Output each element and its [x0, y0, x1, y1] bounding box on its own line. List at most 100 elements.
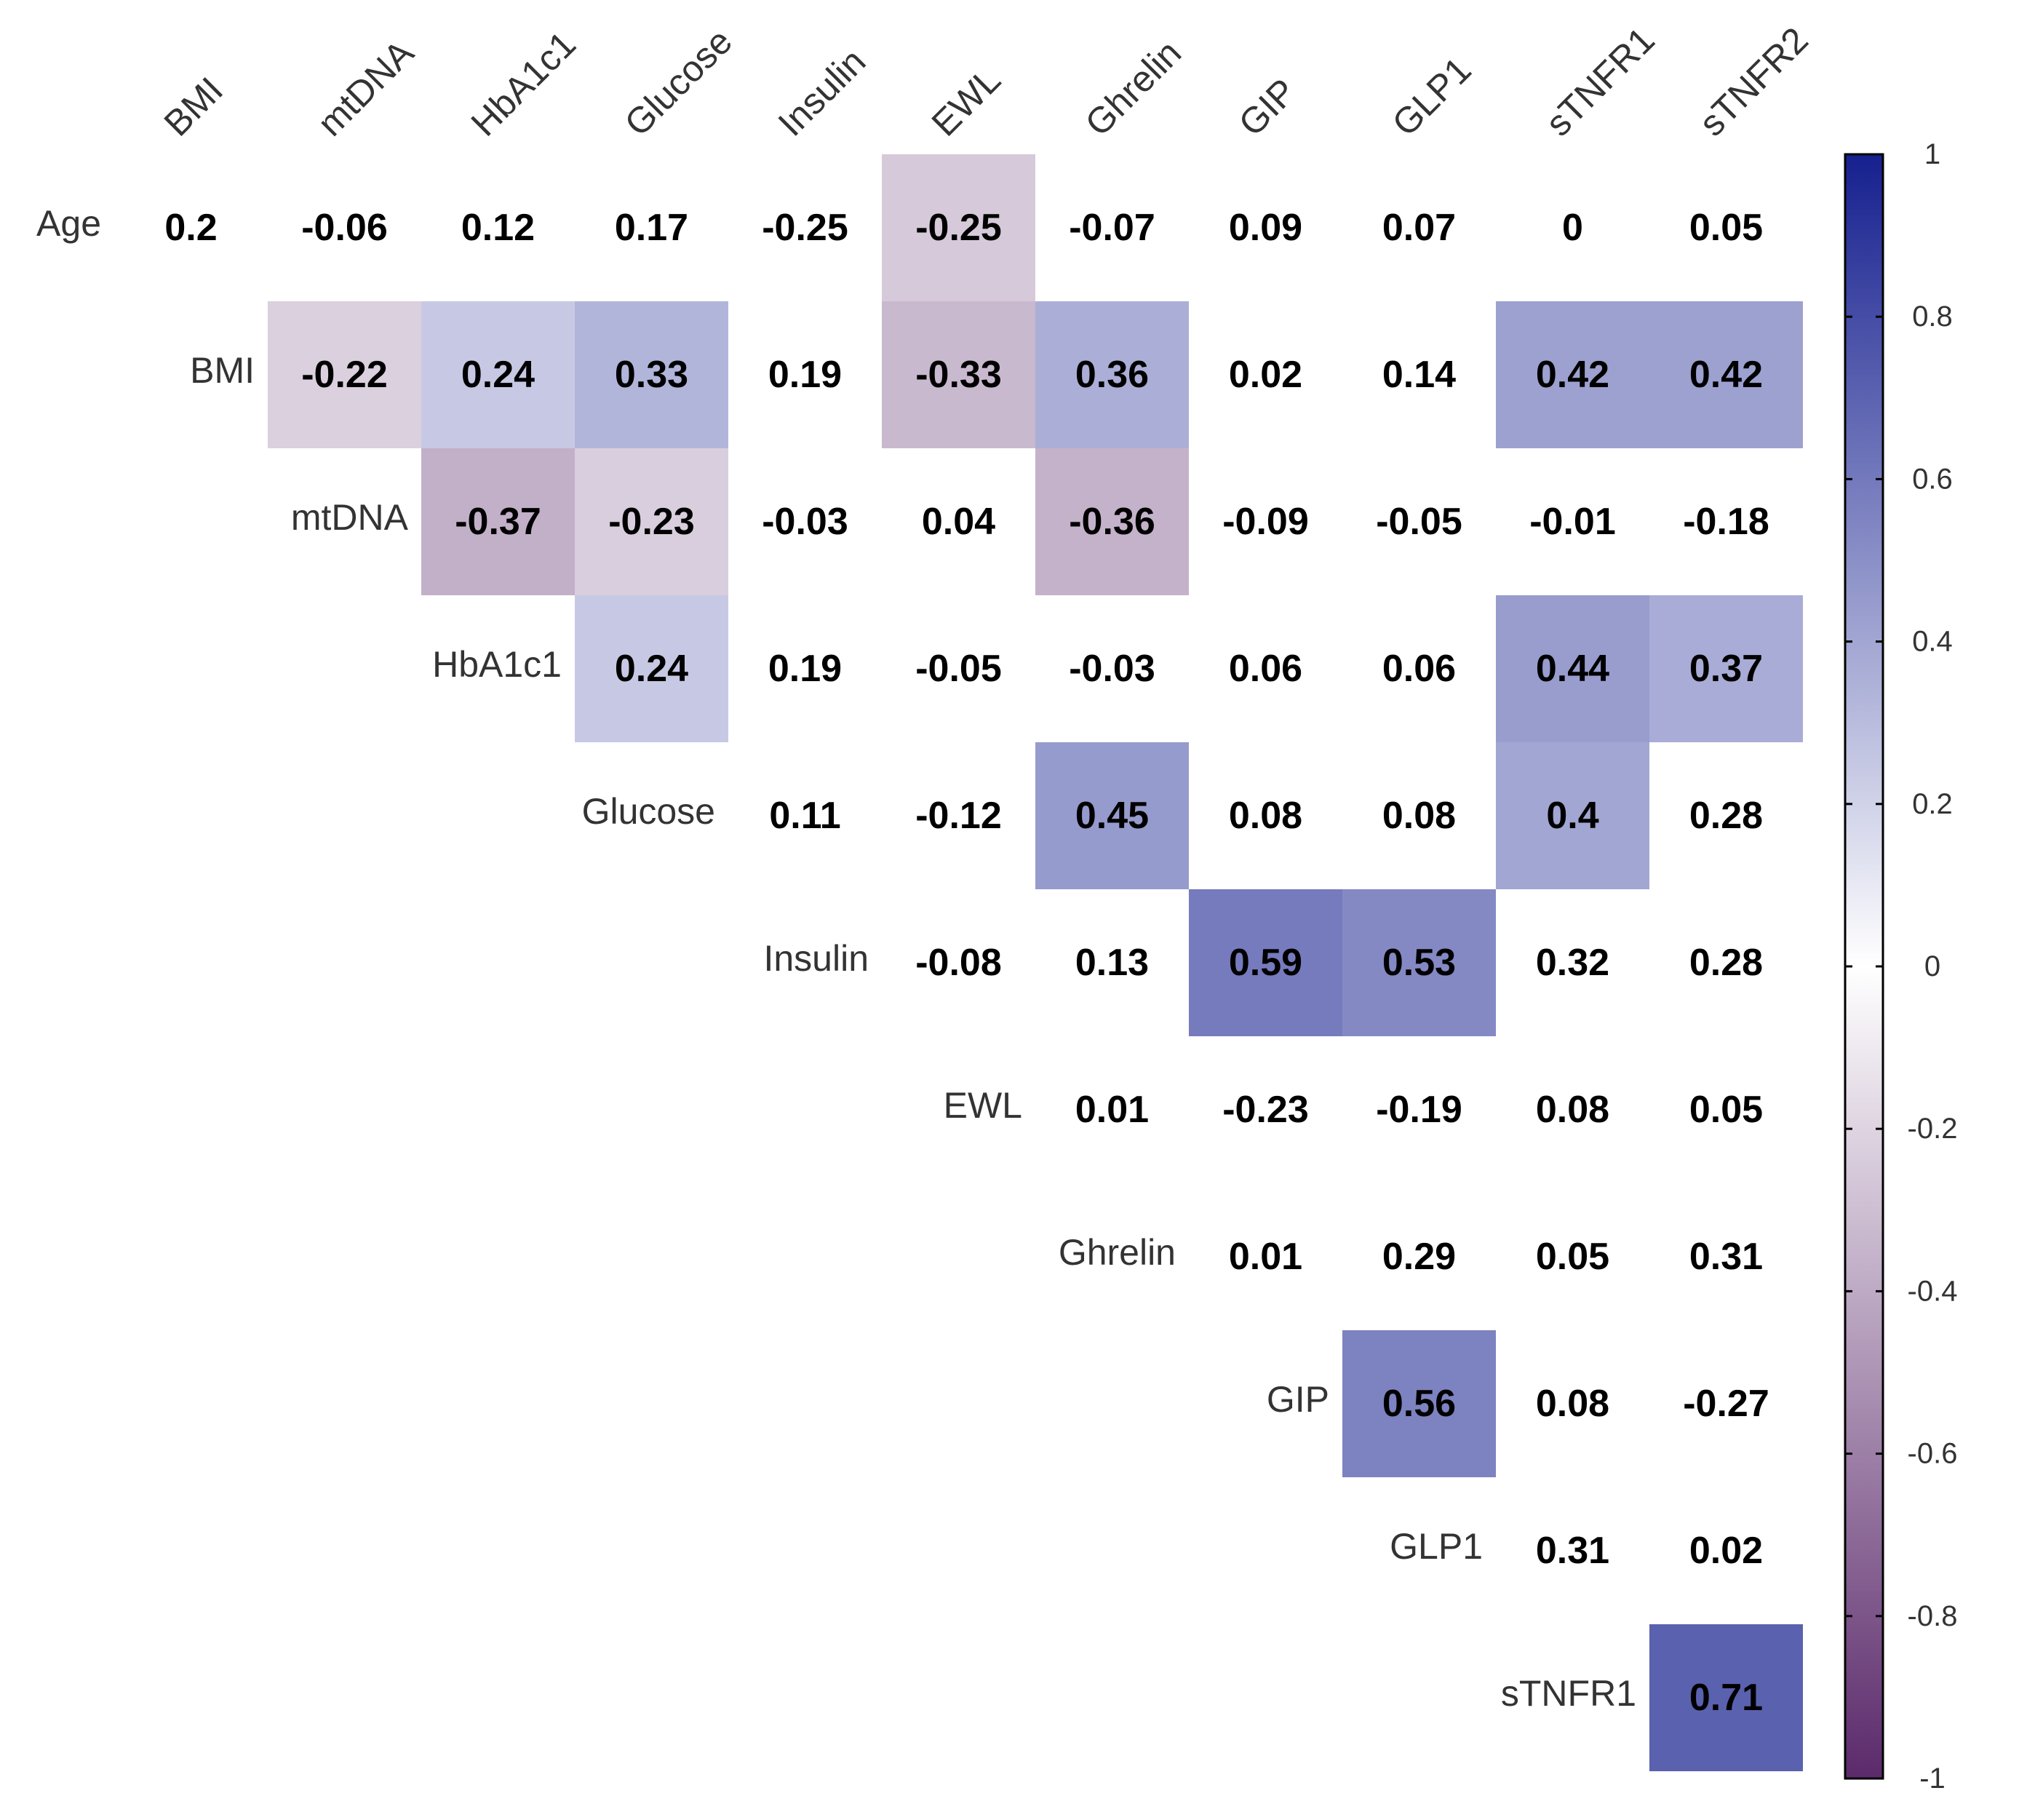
cell-value-label: 0.45	[1075, 795, 1149, 837]
heatmap-cell-mtDNA-Glucose	[575, 448, 728, 595]
cell-value-label: 0.01	[1229, 1236, 1302, 1278]
heatmap-cell-HbA1c1-sTNFR1	[1496, 595, 1649, 742]
heatmap-cell-mtDNA-Ghrelin	[1035, 448, 1189, 595]
heatmap-cell-mtDNA-HbA1c1	[421, 448, 575, 595]
cell-value-label: -0.09	[1222, 501, 1309, 543]
colorbar-tick-label: 0.4	[1912, 626, 1953, 658]
heatmap-cell-Insulin-GIP	[1189, 889, 1342, 1036]
cell-value-label: 0.06	[1382, 648, 1456, 690]
column-label: BMI	[156, 69, 231, 143]
cell-value-label: 0.44	[1536, 648, 1609, 690]
colorbar-tick-label: 0.6	[1912, 463, 1953, 495]
cell-value-label: -0.22	[301, 354, 388, 396]
column-label: HbA1c1	[463, 23, 584, 143]
cell-value-label: -0.23	[608, 501, 695, 543]
heatmap-cell-HbA1c1-Glucose	[575, 595, 728, 742]
cell-value-label: 0.07	[1382, 207, 1456, 249]
column-label: mtDNA	[310, 32, 422, 144]
cell-value-label: 0.14	[1382, 354, 1456, 396]
cell-value-label: -0.07	[1069, 207, 1155, 249]
cell-value-label: 0.37	[1689, 648, 1763, 690]
colorbar-tick-label: 0.2	[1912, 788, 1953, 820]
cell-value-label: 0.24	[461, 354, 535, 396]
heatmap-cell-BMI-mtDNA	[268, 301, 421, 448]
cell-value-label: 0.05	[1689, 1089, 1763, 1131]
cell-value-label: 0.31	[1536, 1530, 1609, 1572]
row-labels: Age BMI mtDNA HbA1c1 Glucose Insulin EWL Ghreli…	[36, 203, 1636, 1714]
cell-value-label: 0.05	[1536, 1236, 1609, 1278]
heatmap-cell-BMI-sTNFR1	[1496, 301, 1649, 448]
row-label: sTNFR1	[1501, 1673, 1636, 1714]
column-labels: BMI mtDNA HbA1c1 Glucose Insulin EWL Ghrelin GI…	[156, 20, 1816, 144]
cell-value-label: -0.25	[762, 207, 848, 249]
cell-value-label: -0.37	[455, 501, 541, 543]
cell-value-label: 0.56	[1382, 1383, 1456, 1425]
cell-value-label: 0.01	[1075, 1089, 1149, 1131]
cell-value-label: -0.12	[915, 795, 1002, 837]
cell-value-label: 0.53	[1382, 942, 1456, 984]
cell-value-label: 0.33	[615, 354, 688, 396]
row-label: EWL	[944, 1085, 1022, 1126]
cell-value-label: 0.08	[1382, 795, 1456, 837]
column-label: Glucose	[617, 20, 740, 143]
heatmap-cell-BMI-Glucose	[575, 301, 728, 448]
heatmap-cell-Glucose-sTNFR1	[1496, 742, 1649, 889]
colorbar-tick-label: 0.8	[1912, 301, 1953, 333]
row-label: Insulin	[763, 938, 869, 979]
heatmap-cell-GIP-GLP1	[1342, 1330, 1496, 1477]
row-label: GIP	[1267, 1379, 1329, 1420]
cell-value-label: 0.28	[1689, 942, 1763, 984]
cell-value-label: 0.11	[769, 795, 840, 837]
cell-value-label: 0	[1562, 207, 1583, 249]
cell-value-label: 0.13	[1075, 942, 1149, 984]
colorbar-tick-label: -0.4	[1908, 1275, 1958, 1307]
cell-value-label: 0.32	[1536, 942, 1609, 984]
cell-value-label: 0.12	[461, 207, 535, 249]
column-label: sTNFR1	[1538, 20, 1662, 144]
row-label: Age	[36, 203, 101, 244]
cell-value-label: 0.05	[1689, 207, 1763, 249]
row-label: GLP1	[1390, 1526, 1483, 1567]
colorbar-tick-label: -0.8	[1908, 1600, 1958, 1632]
heatmap-cell-HbA1c1-sTNFR2	[1649, 595, 1803, 742]
row-label: Ghrelin	[1059, 1232, 1176, 1273]
cell-value-label: 0.04	[922, 501, 995, 543]
cell-value-label: -0.19	[1376, 1089, 1462, 1131]
cell-value-label: 0.09	[1229, 207, 1302, 249]
colorbar-tick-label: 1	[1924, 138, 1940, 170]
cell-value-label: -0.03	[762, 501, 848, 543]
colorbar-tick-label: -1	[1919, 1763, 1946, 1795]
cell-value-label: 0.4	[1546, 795, 1598, 837]
heatmap-cell-sTNFR1-sTNFR2	[1649, 1624, 1803, 1771]
heatmap-cell-BMI-HbA1c1	[421, 301, 575, 448]
cell-value-label: -0.33	[915, 354, 1002, 396]
cell-value-label: 0.08	[1536, 1383, 1609, 1425]
row-label: BMI	[190, 350, 255, 391]
cell-value-label: -0.03	[1069, 648, 1155, 690]
heatmap-cell-Insulin-GLP1	[1342, 889, 1496, 1036]
heatmap-cell-Age-EWL	[882, 154, 1035, 301]
column-label: Ghrelin	[1078, 32, 1190, 144]
cell-value-label: 0.24	[615, 648, 688, 690]
row-label: Glucose	[582, 791, 715, 832]
cell-value-label: -0.05	[915, 648, 1002, 690]
cell-value-label: -0.01	[1529, 501, 1616, 543]
cell-value-label: 0.06	[1229, 648, 1302, 690]
heatmap-cells: 0.2 -0.06 0.12 0.17 -0.25 -0.25 -0.07 0.09 0.07 0…	[164, 154, 1803, 1771]
cell-value-label: -0.18	[1683, 501, 1769, 543]
column-label: EWL	[924, 60, 1008, 144]
cell-value-label: 0.36	[1075, 354, 1149, 396]
cell-value-label: 0.28	[1689, 795, 1763, 837]
column-label: Insulin	[770, 41, 874, 144]
colorbar-tick-label: -0.6	[1908, 1438, 1958, 1470]
row-label: HbA1c1	[432, 644, 562, 685]
cell-value-label: -0.27	[1683, 1383, 1769, 1425]
cell-value-label: 0.08	[1536, 1089, 1609, 1131]
cell-value-label: -0.23	[1222, 1089, 1309, 1131]
heatmap-cell-BMI-Ghrelin	[1035, 301, 1189, 448]
cell-value-label: -0.05	[1376, 501, 1462, 543]
cell-value-label: -0.25	[915, 207, 1002, 249]
heatmap-cell-BMI-EWL	[882, 301, 1035, 448]
cell-value-label: -0.36	[1069, 501, 1155, 543]
